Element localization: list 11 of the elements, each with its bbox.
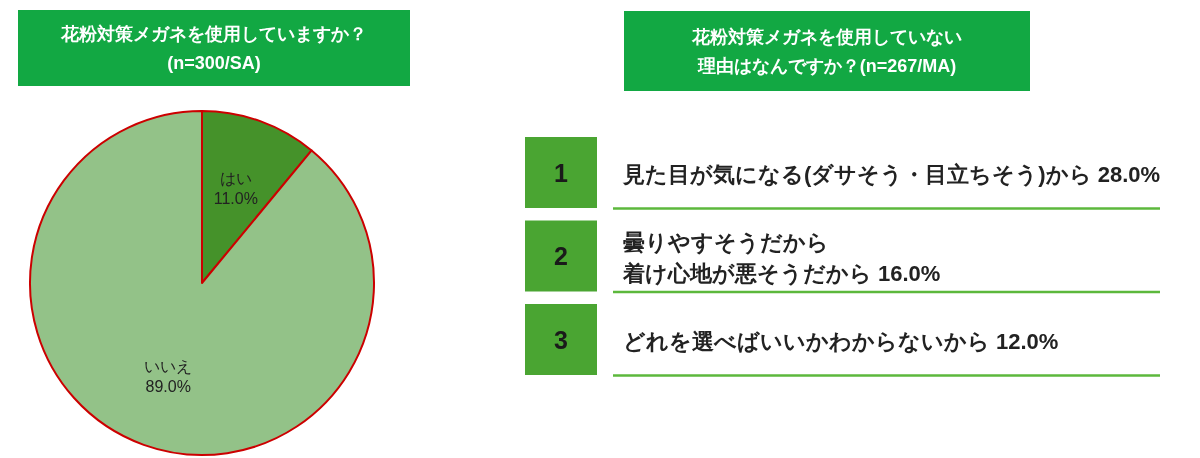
title: 花粉対策メガネを使用していない理由はなんですか？(n=267/MA) [692,26,962,76]
reason: どれを選べばいいかわからないから 12.0% [623,328,1059,354]
rank: 2 [554,242,568,270]
slice-label: いいえ 89.0% [144,357,193,395]
rank: 1 [554,158,568,187]
rank: 3 [554,325,568,354]
reason: 曇りやすそうだから [623,229,829,255]
slice-label: はい 11.0% [213,170,258,208]
title: 花粉対策メガネを使用していますか？(n=300/SA) [61,23,367,73]
reason: 見た目が気になる(ダサそう・目立ちそう)から 28.0% [623,161,1161,187]
reason: 着け心地が悪そうだから 16.0% [623,260,941,286]
